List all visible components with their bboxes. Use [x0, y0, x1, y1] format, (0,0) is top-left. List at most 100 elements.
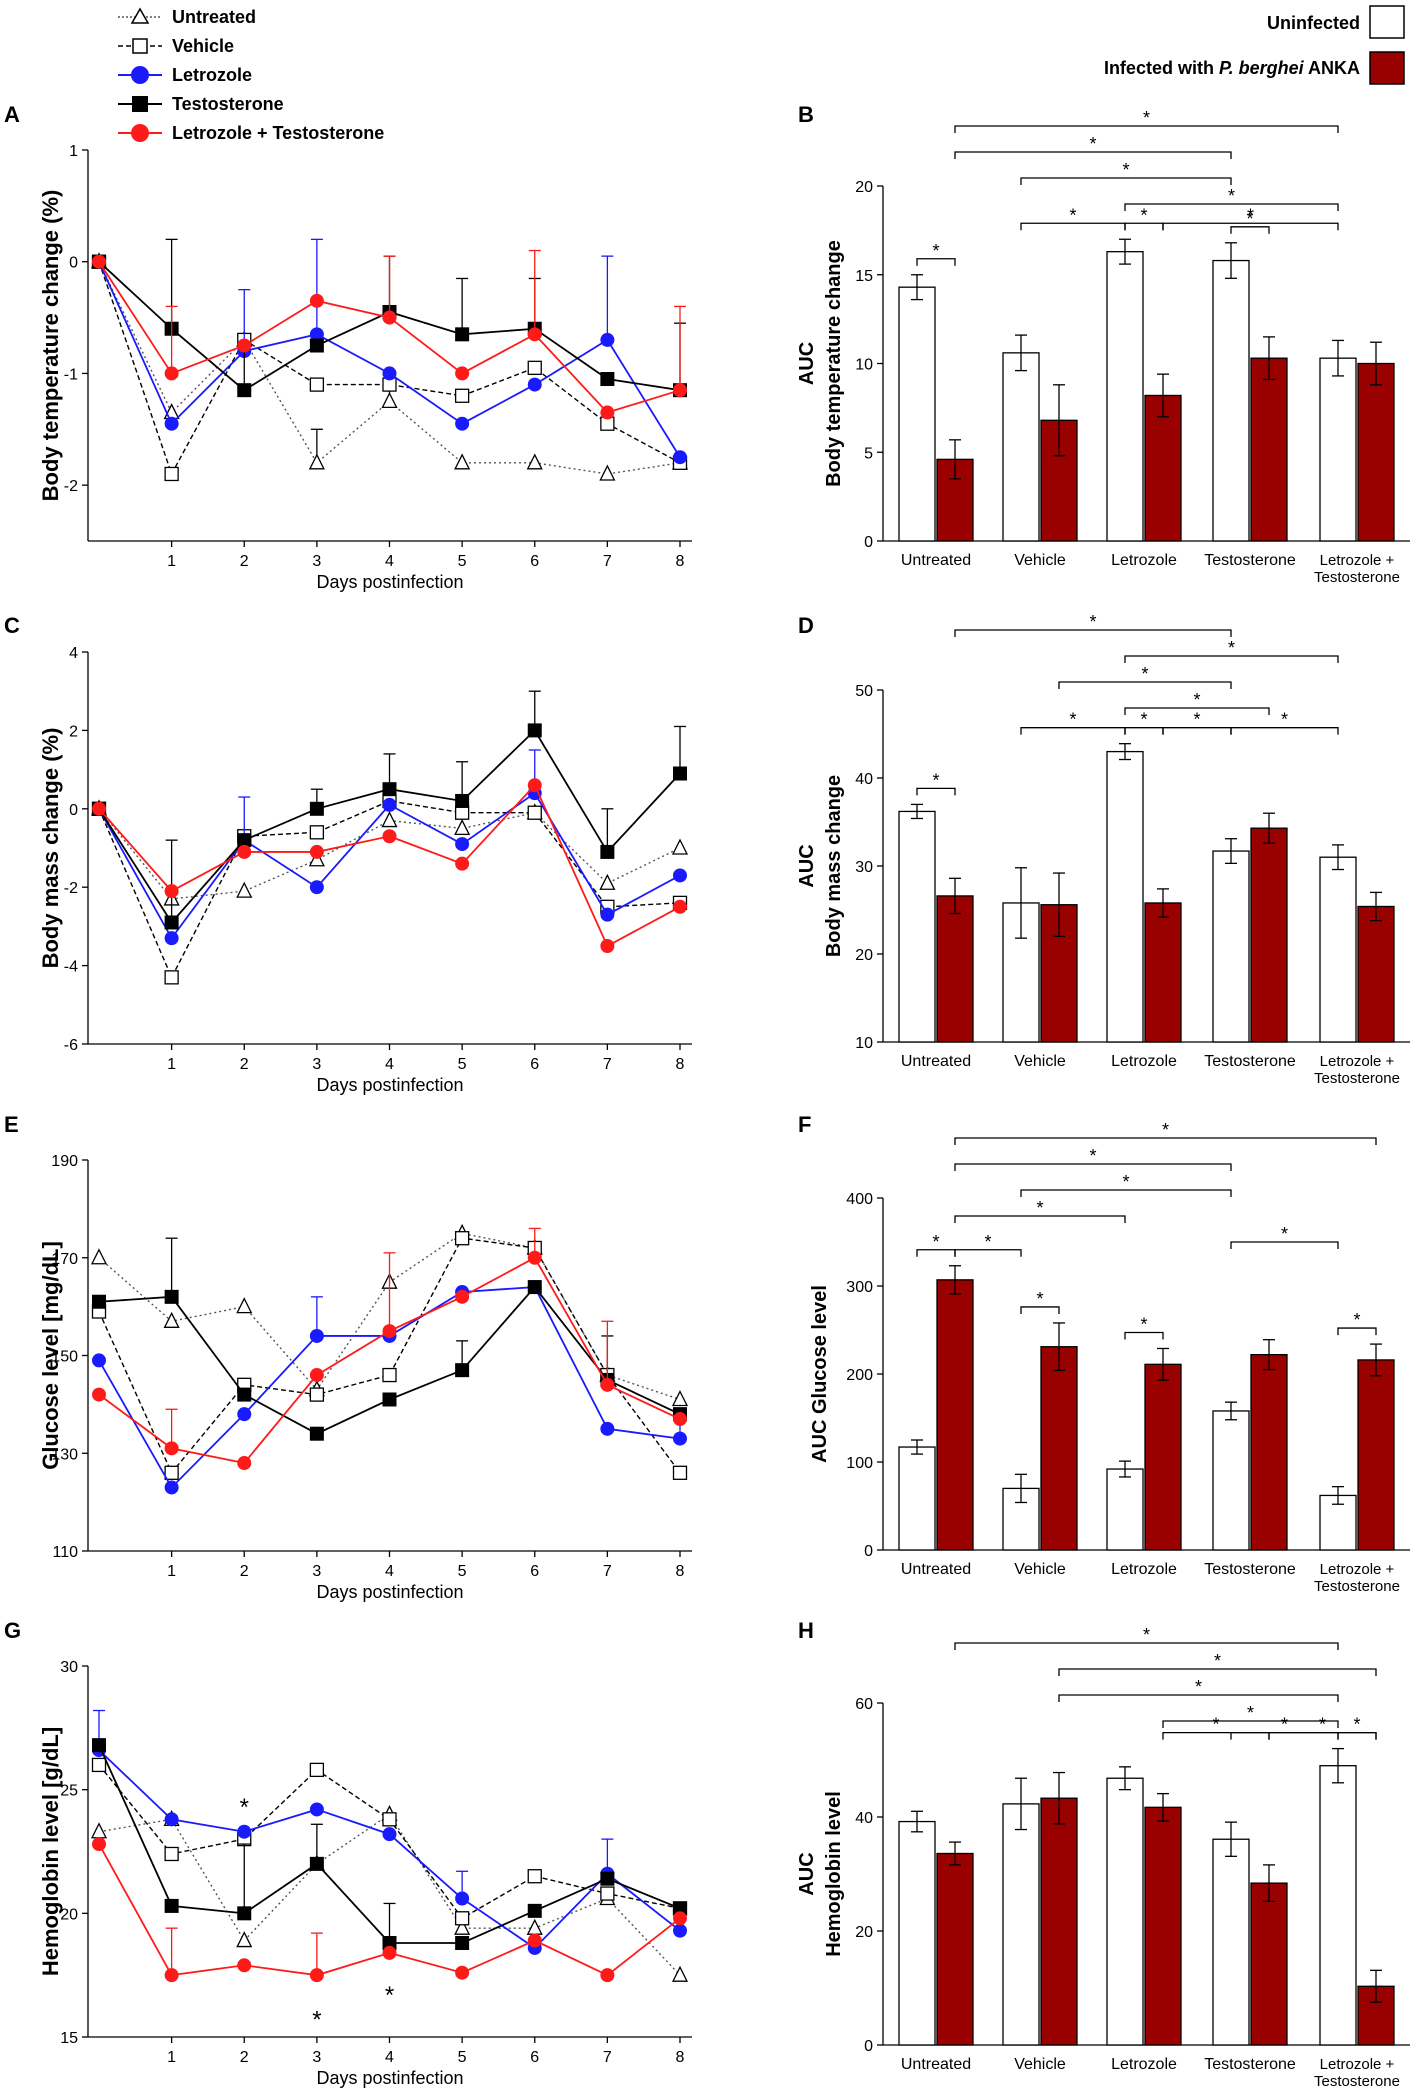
data-point	[455, 327, 470, 342]
category-label: Letrozole +	[1320, 1561, 1395, 1578]
significance-star: *	[1143, 108, 1150, 128]
data-point	[309, 801, 324, 816]
category-label: Vehicle	[1014, 552, 1066, 569]
y-tick-label: 30	[60, 1659, 78, 1676]
data-point	[527, 1903, 542, 1918]
series-vehicle	[91, 254, 688, 482]
data-point	[455, 793, 470, 808]
bracket-line	[1162, 1720, 1339, 1728]
data-point	[527, 1933, 542, 1948]
series-uninfected	[898, 238, 1357, 542]
data-point	[164, 1480, 179, 1495]
series-infected	[936, 336, 1395, 542]
series-line	[98, 261, 681, 476]
data-point	[309, 844, 324, 859]
data-point	[309, 1426, 324, 1441]
data-point	[237, 1387, 252, 1402]
data-point	[382, 1936, 397, 1951]
x-tick-label: 7	[603, 1056, 612, 1073]
infected-suffix: ANKA	[1304, 58, 1360, 78]
bar	[1002, 1803, 1040, 2046]
infected-prefix: Infected with	[1104, 58, 1219, 78]
bar	[1106, 750, 1144, 1043]
significance-star: *	[1228, 186, 1235, 206]
bracket-line	[916, 1249, 956, 1257]
y-tick-label: 30	[855, 859, 873, 876]
line-legend: Untreated Vehicle Letrozole Testosterone…	[118, 7, 384, 143]
bracket-line	[1020, 177, 1232, 185]
panel-g-hemoglobin-line-chart: 15 20 25 30 1 2 3 4 5 6 7 8 Days postinfection Hemogl…	[38, 1659, 692, 2088]
series-untreated	[90, 799, 689, 906]
category-label: Vehicle	[1014, 1053, 1066, 1070]
bar	[1144, 902, 1182, 1043]
x-tick-label: 3	[312, 553, 321, 570]
significance-star: *	[1140, 205, 1147, 225]
y-tick-label: 200	[846, 1367, 873, 1384]
y-axis-title: Body mass change	[823, 775, 845, 957]
x-axis-title: Days postinfection	[316, 1075, 463, 1095]
x-tick-label: 7	[603, 1563, 612, 1580]
data-point	[237, 833, 252, 848]
x-tick-label: 2	[240, 1056, 249, 1073]
legend-label-uninfected: Uninfected	[1267, 13, 1360, 33]
bracket-line	[1124, 727, 1164, 735]
data-point	[671, 838, 689, 855]
data-point	[92, 801, 106, 816]
bar	[1144, 394, 1182, 542]
data-point	[526, 453, 543, 470]
legend-entry-vehicle: Vehicle	[118, 36, 234, 56]
x-tick-label: 7	[603, 553, 612, 570]
x-axis-title: Days postinfection	[316, 572, 463, 592]
significance-bracket: *	[1020, 205, 1126, 231]
data-point	[673, 766, 687, 781]
series-letrozole_testosterone	[92, 778, 687, 953]
x-tick-label: 4	[385, 1056, 394, 1073]
data-point	[164, 1289, 179, 1304]
x-tick-label: 5	[458, 553, 467, 570]
series-line	[98, 1764, 681, 1920]
significance-star: *	[1246, 209, 1253, 229]
bar	[898, 810, 936, 1043]
y-axis-title: AUC	[796, 844, 818, 887]
panel-letter-e: E	[4, 1112, 19, 1137]
category-label: Untreated	[901, 1053, 971, 1070]
data-point	[164, 1812, 179, 1827]
data-point	[382, 1392, 397, 1407]
x-tick-label: 3	[312, 2049, 321, 2066]
significance-star: *	[1122, 160, 1129, 180]
y-tick-label: 0	[69, 255, 78, 272]
category-label: Testosterone	[1314, 569, 1400, 586]
panel-letter-f: F	[798, 1112, 811, 1137]
bar	[1106, 1777, 1144, 2046]
y-tick-label: 20	[855, 179, 873, 196]
bracket-line	[954, 151, 1232, 159]
significance-star: *	[1214, 1651, 1221, 1671]
data-point	[455, 366, 470, 381]
series-line	[98, 800, 681, 979]
data-point	[454, 1231, 470, 1246]
series-uninfected	[898, 743, 1357, 1043]
bar	[936, 1852, 974, 2046]
significance-star: *	[1122, 1172, 1129, 1192]
significance-bracket: *	[1337, 1715, 1377, 1740]
y-tick-label: 100	[846, 1455, 873, 1472]
significance-star: *	[1228, 638, 1235, 658]
x-tick-label: 4	[385, 2049, 394, 2066]
significance-bracket: *	[1162, 1703, 1339, 1728]
data-point	[309, 1368, 324, 1383]
significance-star: *	[1353, 1715, 1360, 1735]
bar	[1319, 1765, 1357, 2046]
category-label: Letrozole	[1111, 1053, 1177, 1070]
data-point	[382, 1324, 397, 1339]
bar	[1319, 856, 1357, 1043]
legend-entry-untreated: Untreated	[118, 7, 256, 27]
data-point	[237, 1824, 252, 1839]
data-point	[671, 1390, 689, 1407]
data-point	[237, 383, 252, 398]
legend-label-letrozole-testosterone: Letrozole + Testosterone	[172, 123, 384, 143]
category-label: Untreated	[901, 1561, 971, 1578]
y-tick-label: 20	[855, 1924, 873, 1941]
data-point	[455, 1936, 470, 1951]
data-point	[673, 1901, 687, 1916]
y-tick-label: 110	[52, 1544, 78, 1561]
